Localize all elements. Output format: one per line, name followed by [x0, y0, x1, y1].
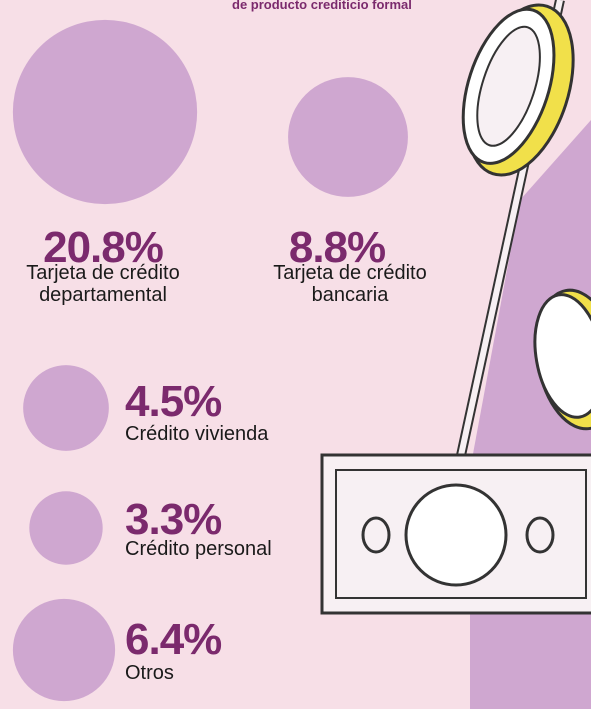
category-label: Tarjeta de crédito bancaria — [200, 262, 500, 307]
subtitle: de producto crediticio formal — [232, 0, 412, 12]
category-label: Crédito personal — [125, 538, 272, 560]
bubble — [288, 77, 408, 197]
category-label: Otros — [125, 662, 174, 684]
bubble — [13, 20, 197, 204]
bubble — [29, 491, 102, 564]
value-label: 6.4% — [125, 618, 221, 662]
value-label: 3.3% — [125, 498, 221, 542]
decoration — [0, 0, 591, 709]
category-label: Crédito vivienda — [125, 423, 268, 445]
value-label: 4.5% — [125, 380, 221, 424]
bubble — [23, 365, 109, 451]
infographic: de producto crediticio formal 20.8%Tarje… — [0, 0, 591, 709]
banknote — [322, 455, 591, 613]
bubble — [13, 599, 115, 701]
